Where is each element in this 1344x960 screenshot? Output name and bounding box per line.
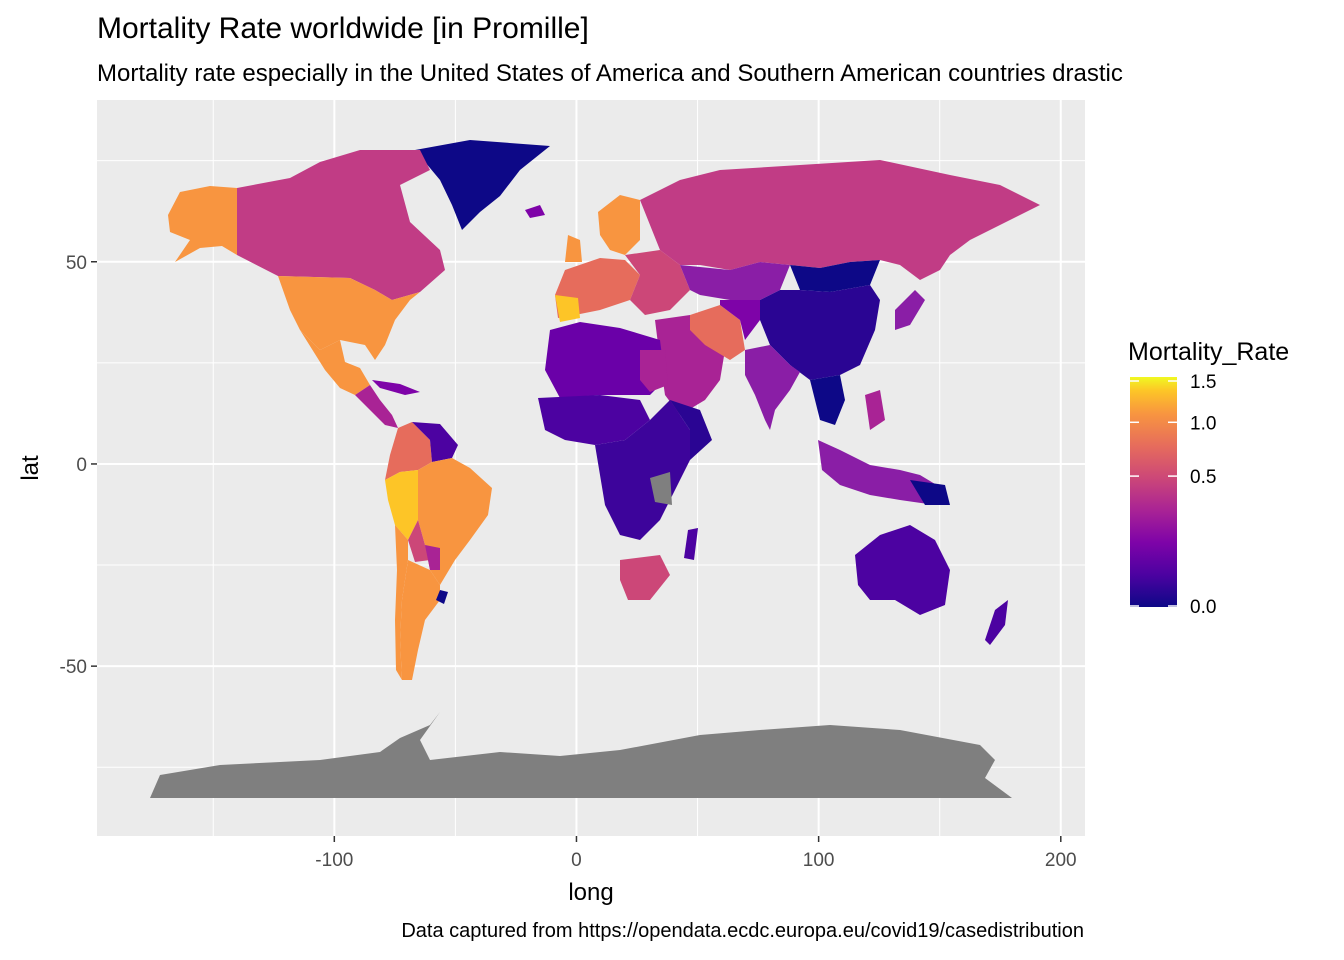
region-bolivia <box>408 520 430 562</box>
region-china <box>760 285 880 380</box>
legend-title: Mortality_Rate <box>1128 338 1289 366</box>
region-egypt <box>640 350 668 392</box>
region-japan <box>895 290 925 330</box>
region-iberia <box>555 295 580 322</box>
region-central-africa <box>595 400 690 540</box>
region-uruguay <box>436 590 448 604</box>
region-canada <box>237 150 445 300</box>
region-chile <box>395 525 408 680</box>
legend-colorbar <box>1130 377 1177 607</box>
region-greenland <box>415 140 550 230</box>
chart-caption: Data captured from https://opendata.ecdc… <box>401 920 1084 942</box>
region-eastern-europe <box>625 250 690 315</box>
region-venezuela <box>412 422 458 462</box>
region-kazakhstan <box>680 262 790 300</box>
legend-ticks: 1.5 1.0 0.5 0.0 <box>1130 372 1216 618</box>
x-tick-label: 100 <box>803 850 835 871</box>
y-tick-label: 0 <box>76 455 87 476</box>
region-madagascar <box>684 528 698 560</box>
y-axis-title: lat <box>17 455 44 481</box>
legend: Mortality_Rate 1.5 1.0 0.5 0.0 <box>1128 338 1289 618</box>
x-tick-label: 0 <box>571 850 582 871</box>
legend-tick-label: 0.5 <box>1190 467 1216 488</box>
region-na-africa <box>650 472 672 505</box>
legend-tick-label: 0.0 <box>1190 597 1216 618</box>
map-land <box>150 140 1040 798</box>
y-axis: -50 0 50 <box>60 253 97 678</box>
region-usa <box>278 276 420 360</box>
region-mongolia <box>790 260 880 292</box>
region-papua <box>910 480 950 505</box>
region-argentina <box>400 560 440 680</box>
x-axis-title: long <box>568 879 613 906</box>
chart-subtitle: Mortality rate especially in the United … <box>97 60 1123 87</box>
region-colombia <box>385 422 432 480</box>
region-central-america <box>355 385 398 428</box>
x-tick-label: 200 <box>1045 850 1077 871</box>
y-tick-label: -50 <box>60 657 87 678</box>
region-philippines <box>865 390 885 430</box>
region-australia <box>855 525 950 615</box>
region-caribbean <box>372 380 420 395</box>
legend-tick-label: 1.5 <box>1190 372 1216 393</box>
region-antarctica <box>150 712 1012 798</box>
region-peru <box>385 470 418 540</box>
legend-tick-label: 1.0 <box>1190 413 1216 434</box>
region-indonesia <box>818 440 945 505</box>
region-iceland <box>525 205 545 218</box>
y-tick-label: 50 <box>66 253 87 274</box>
region-iran <box>690 305 745 360</box>
region-southeast-asia <box>810 375 845 425</box>
x-tick-label: -100 <box>315 850 353 871</box>
region-north-africa <box>545 322 665 398</box>
region-alaska <box>168 186 237 262</box>
region-southern-africa <box>620 555 670 600</box>
region-horn <box>670 400 712 460</box>
region-west-africa <box>538 395 650 445</box>
region-paraguay <box>425 545 440 570</box>
region-scandinavia <box>598 195 640 255</box>
region-new-zealand <box>985 600 1008 645</box>
x-axis: -100 0 100 200 <box>315 836 1077 871</box>
region-uk <box>565 235 582 262</box>
region-india <box>745 345 800 430</box>
region-mexico <box>300 330 370 395</box>
region-russia <box>640 160 1040 280</box>
chart-title: Mortality Rate worldwide [in Promille] <box>97 12 589 45</box>
region-central-asia <box>720 300 760 340</box>
